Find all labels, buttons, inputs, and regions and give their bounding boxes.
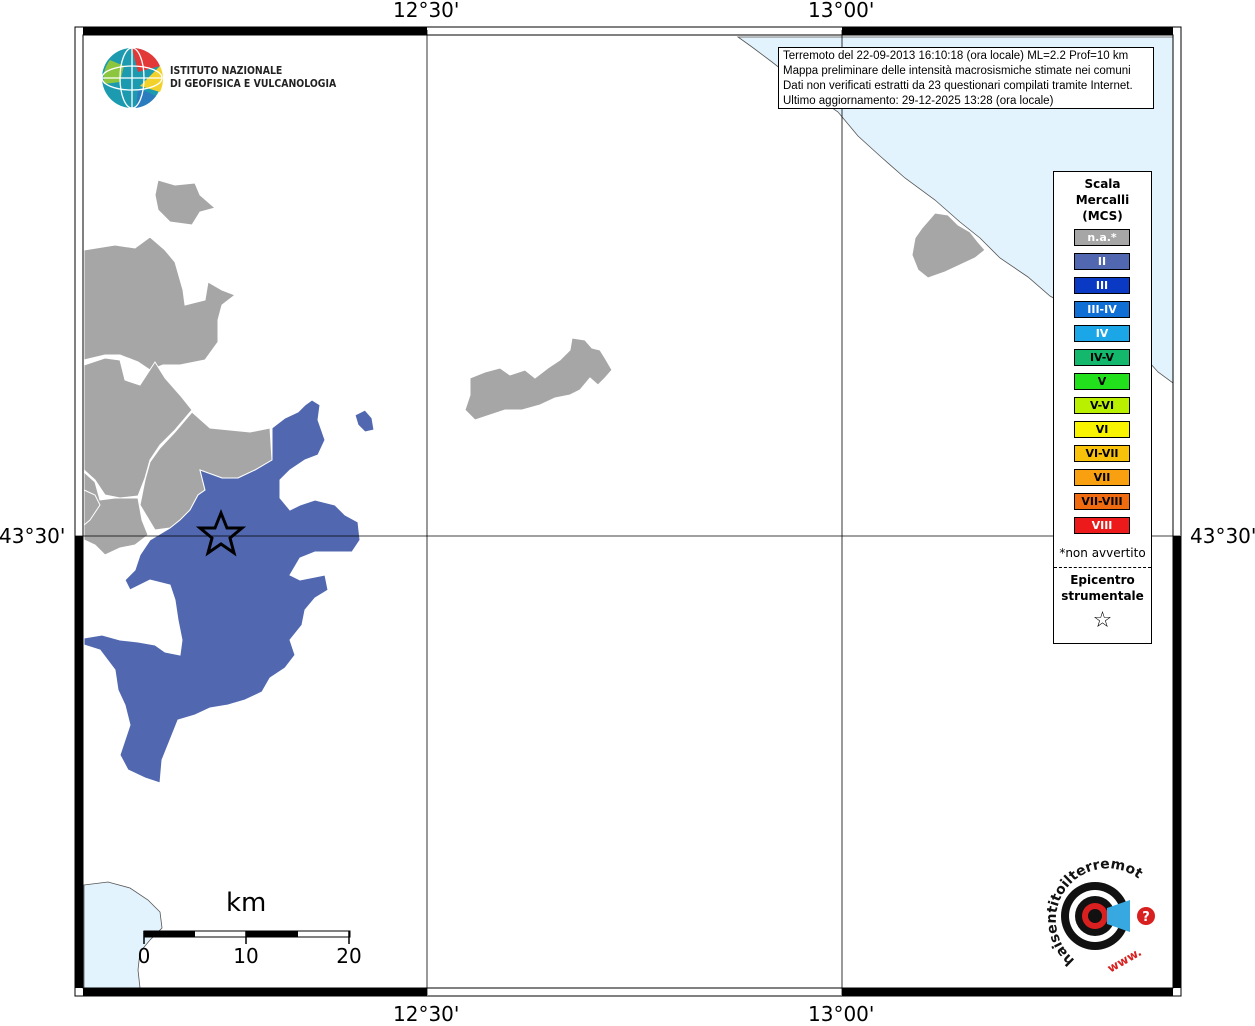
institute-line1: ISTITUTO NAZIONALE (170, 64, 283, 77)
legend-swatch-iv: IV (1074, 325, 1130, 342)
lon-label-bottom-left: 12°30' (393, 1002, 460, 1026)
municipalities-na (83, 179, 986, 556)
legend-star-icon: ☆ (1092, 608, 1113, 633)
institute-line2: DI GEOFISICA E VULCANOLOGIA (170, 77, 337, 90)
legend-swatch-n-a-: n.a.* (1074, 229, 1130, 246)
scale-label-10: 10 (233, 944, 259, 968)
legend-swatch-vi: VI (1074, 421, 1130, 438)
legend-swatch-vi-vii: VI-VII (1074, 445, 1130, 462)
legend-swatch-iii: III (1074, 277, 1130, 294)
graticule (75, 30, 1180, 995)
legend-divider (1054, 567, 1151, 568)
event-info-line3: Dati non verificati estratti da 23 quest… (783, 80, 1133, 92)
legend-swatch-vii-viii: VII-VIII (1074, 493, 1130, 510)
municipality-na (83, 236, 237, 371)
legend-swatch-ii: II (1074, 253, 1130, 270)
ingv-logo-icon (101, 47, 163, 109)
municipalities-ii (83, 399, 375, 784)
scale-label-0: 0 (137, 944, 151, 968)
epicenter-star (195, 508, 247, 557)
municipality-na (154, 179, 217, 226)
municipality-ii (83, 399, 361, 784)
legend-title-line2: Mercalli (1075, 193, 1130, 207)
lon-label-top-left: 12°30' (393, 0, 460, 22)
legend-not-felt-note: *non avvertito (1059, 546, 1146, 560)
legend-swatch-v-vi: V-VI (1074, 397, 1130, 414)
legend-epicenter-line1: Epicentro (1070, 573, 1135, 587)
municipality-na (83, 470, 149, 556)
svg-text:?: ? (1142, 910, 1150, 925)
municipality-na (464, 337, 613, 421)
legend-title-line1: Scala (1084, 177, 1121, 191)
lat-label-right: 43°30' (1190, 524, 1255, 548)
map-frame (74, 26, 1182, 997)
event-info-line2: Mappa preliminare delle intensità macros… (783, 65, 1131, 77)
lon-label-bottom-right: 13°00' (808, 1002, 875, 1026)
scale-bar-title: km (226, 888, 267, 918)
mcs-legend: Scala Mercalli (MCS) n.a.* II III III-IV IV I… (1053, 171, 1152, 644)
scale-label-20: 20 (336, 944, 362, 968)
municipality-ii (354, 409, 375, 433)
municipality-na (911, 212, 986, 279)
legend-swatch-v: V (1074, 373, 1130, 390)
logo-www: www. (1105, 945, 1144, 976)
institute-name: ISTITUTO NAZIONALE DI GEOFISICA E VULCAN… (170, 64, 336, 90)
legend-swatch-iv-v: IV-V (1074, 349, 1130, 366)
scale-bar (143, 930, 351, 944)
event-info-line1: Terremoto del 22-09-2013 16:10:18 (ora l… (783, 50, 1129, 62)
lon-label-top-right: 13°00' (808, 0, 875, 22)
municipality-na (83, 357, 193, 499)
legend-epicenter-line2: strumentale (1061, 589, 1144, 603)
municipality-na (83, 489, 101, 527)
legend-swatch-iii-iv: III-IV (1074, 301, 1130, 318)
legend-swatch-viii: VIII (1074, 517, 1130, 534)
legend-swatch-vii: VII (1074, 469, 1130, 486)
event-info-box: Terremoto del 22-09-2013 16:10:18 (ora l… (778, 47, 1154, 109)
legend-title-line3: (MCS) (1082, 209, 1123, 223)
event-info-line4: Ultimo aggiornamento: 29-12-2025 13:28 (… (783, 95, 1054, 107)
lat-label-left: 43°30' (0, 524, 66, 548)
